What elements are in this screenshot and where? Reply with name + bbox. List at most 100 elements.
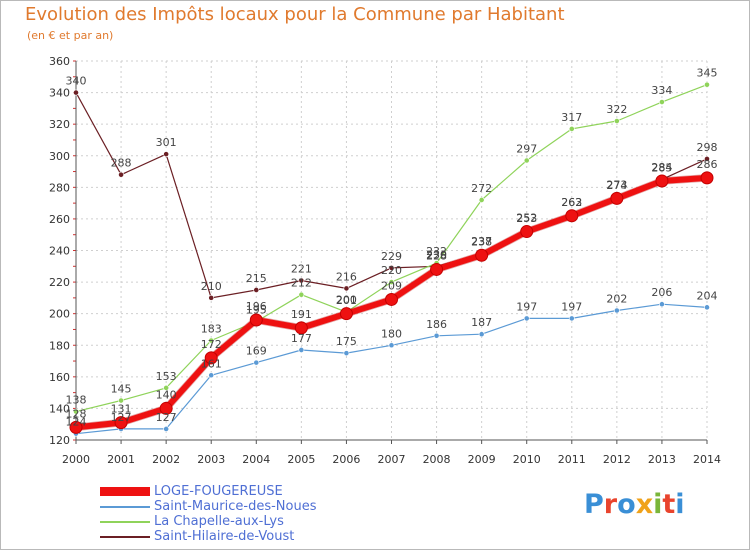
data-label-loge-fougereuse: 209 [381, 279, 402, 292]
x-tick-label: 2008 [423, 453, 451, 466]
data-point-saint-maurice-des-noues [659, 301, 665, 308]
data-label-la-chapelle-aux-lys: 145 [111, 383, 132, 396]
x-tick-label: 2014 [693, 453, 721, 466]
legend-label-saint-hilaire-de-voust: Saint-Hilaire-de-Voust [154, 529, 295, 544]
data-label-la-chapelle-aux-lys: 345 [697, 67, 718, 80]
data-label-loge-fougereuse: 284 [651, 161, 672, 174]
data-label-loge-fougereuse: 252 [516, 212, 537, 225]
data-point-la-chapelle-aux-lys [73, 408, 79, 415]
legend-item-loge-fougereuse: LOGE-FOUGEREUSE [100, 484, 400, 499]
data-label-saint-hilaire-de-voust: 230 [426, 248, 447, 261]
data-label-saint-hilaire-de-voust: 298 [697, 141, 718, 154]
data-label-saint-maurice-des-noues: 175 [336, 335, 357, 348]
y-tick-label: 200 [49, 308, 70, 321]
data-label-saint-maurice-des-noues: 186 [426, 318, 447, 331]
data-point-saint-maurice-des-noues [613, 307, 620, 314]
data-point-saint-maurice-des-noues [253, 359, 260, 366]
data-point-la-chapelle-aux-lys [478, 197, 485, 203]
data-label-la-chapelle-aux-lys: 297 [516, 142, 537, 155]
data-label-la-chapelle-aux-lys: 153 [156, 370, 177, 383]
data-point-saint-hilaire-de-voust [388, 264, 395, 271]
data-point-saint-maurice-des-noues [478, 331, 485, 338]
axis-layer: 120 140 160 180 200 220 240 260 280 300 320 340 360 2… [49, 55, 721, 466]
legend-swatch-saint-maurice-des-noues [100, 505, 150, 508]
proxiti-logo: Proxiti [584, 489, 685, 520]
data-label-saint-hilaire-de-voust: 253 [516, 212, 537, 225]
data-label-loge-fougereuse: 172 [201, 338, 222, 351]
logo-letter: x [635, 489, 654, 520]
x-tick-label: 2011 [558, 453, 586, 466]
data-point-la-chapelle-aux-lys [163, 384, 170, 391]
x-tick-label: 2001 [107, 453, 135, 466]
x-tick-label: 2004 [242, 453, 270, 466]
data-label-la-chapelle-aux-lys: 317 [561, 111, 582, 124]
data-point-saint-hilaire-de-voust [73, 89, 79, 96]
logo-letter: P [584, 489, 604, 520]
data-point-loge-fougereuse [114, 416, 128, 430]
data-point-la-chapelle-aux-lys [118, 397, 124, 404]
data-label-saint-hilaire-de-voust: 216 [336, 270, 357, 283]
data-label-saint-hilaire-de-voust: 215 [246, 272, 267, 285]
y-tick-label: 160 [49, 371, 70, 384]
data-point-loge-fougereuse [655, 174, 669, 188]
data-point-saint-hilaire-de-voust [298, 277, 305, 284]
x-tick-label: 2009 [468, 453, 496, 466]
logo-letter: i [675, 489, 685, 520]
y-tick-label: 220 [49, 276, 70, 289]
y-tick-label: 180 [49, 339, 70, 352]
data-label-saint-maurice-des-noues: 204 [697, 289, 718, 302]
data-point-la-chapelle-aux-lys [208, 337, 215, 344]
data-label-saint-maurice-des-noues: 187 [471, 316, 492, 329]
logo-letter: o [617, 489, 636, 520]
data-point-saint-hilaire-de-voust [118, 171, 124, 178]
data-point-loge-fougereuse [249, 313, 263, 327]
data-label-saint-maurice-des-noues: 202 [606, 293, 627, 306]
y-tick-label: 360 [49, 55, 70, 68]
data-label-la-chapelle-aux-lys: 272 [471, 182, 492, 195]
data-label-loge-fougereuse: 262 [561, 196, 582, 209]
data-label-saint-maurice-des-noues: 180 [381, 327, 402, 340]
x-tick-label: 2006 [332, 453, 360, 466]
data-label-la-chapelle-aux-lys: 183 [201, 323, 222, 336]
data-label-saint-hilaire-de-voust: 285 [651, 161, 672, 174]
data-label-loge-fougereuse: 228 [426, 249, 447, 262]
data-label-saint-maurice-des-noues: 197 [561, 300, 582, 313]
data-label-saint-maurice-des-noues: 127 [156, 411, 177, 424]
data-point-saint-maurice-des-noues [433, 332, 440, 339]
data-label-loge-fougereuse: 273 [606, 178, 627, 191]
data-point-saint-maurice-des-noues [208, 372, 215, 379]
y-tick-label: 240 [49, 245, 70, 258]
data-point-saint-maurice-des-noues [568, 315, 575, 322]
data-point-loge-fougereuse [385, 292, 398, 306]
data-point-saint-maurice-des-noues [343, 350, 350, 357]
data-point-la-chapelle-aux-lys [613, 118, 620, 124]
data-label-loge-fougereuse: 286 [697, 158, 718, 171]
data-label-loge-fougereuse: 131 [111, 403, 132, 416]
x-tick-label: 2010 [513, 453, 541, 466]
data-label-la-chapelle-aux-lys: 201 [336, 294, 357, 307]
legend-label-saint-maurice-des-noues: Saint-Maurice-des-Noues [154, 499, 317, 514]
legend-label-la-chapelle-aux-lys: La Chapelle-aux-Lys [154, 514, 284, 529]
data-point-saint-hilaire-de-voust [208, 294, 215, 301]
data-point-loge-fougereuse [610, 191, 624, 205]
data-point-saint-hilaire-de-voust [253, 287, 260, 293]
data-label-la-chapelle-aux-lys: 138 [66, 394, 87, 407]
x-tick-label: 2012 [603, 453, 631, 466]
data-label-saint-maurice-des-noues: 127 [111, 411, 132, 424]
data-label-la-chapelle-aux-lys: 322 [606, 103, 627, 116]
data-label-loge-fougereuse: 200 [336, 294, 357, 307]
data-label-saint-hilaire-de-voust: 221 [291, 263, 312, 276]
data-label-la-chapelle-aux-lys: 334 [651, 84, 672, 97]
data-point-saint-maurice-des-noues [163, 426, 170, 432]
data-point-loge-fougereuse [565, 209, 579, 223]
data-label-saint-hilaire-de-voust: 238 [471, 236, 492, 249]
data-point-loge-fougereuse [204, 351, 218, 365]
data-label-loge-fougereuse: 191 [291, 308, 312, 321]
legend-swatch-la-chapelle-aux-lys [100, 520, 150, 523]
x-tick-label: 2000 [62, 453, 90, 466]
data-point-saint-hilaire-de-voust [704, 156, 710, 162]
data-label-la-chapelle-aux-lys: 232 [426, 245, 447, 258]
x-tick-label: 2002 [152, 453, 180, 466]
legend-label-loge-fougereuse: LOGE-FOUGEREUSE [154, 484, 283, 499]
x-tick-label: 2013 [648, 453, 676, 466]
